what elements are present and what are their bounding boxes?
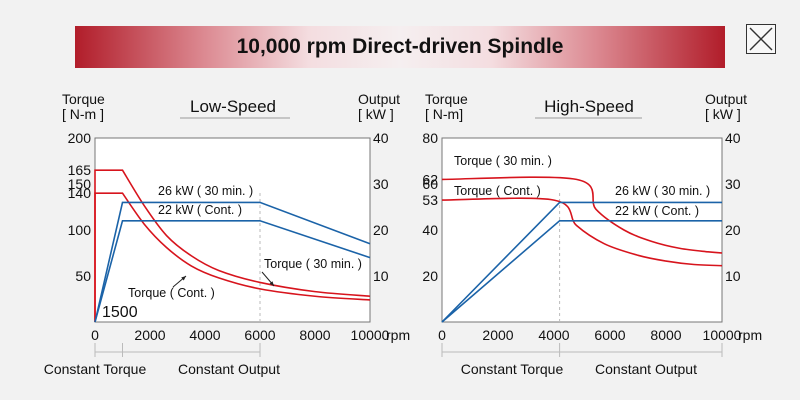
- chart-high-ylabel-left: Torque: [425, 91, 468, 107]
- chart-low-series-2: [94, 201, 371, 323]
- chart-high-annotation-0: Torque ( 30 min. ): [454, 154, 552, 168]
- chart-high-series-0: [441, 176, 723, 254]
- chart-high-series-2: [441, 201, 722, 323]
- chart-high-ytick-right-40: 40: [725, 130, 741, 146]
- chart-high-xtick-10000: 10000: [703, 327, 742, 343]
- chart-low-ylabel-left: Torque: [62, 91, 105, 107]
- chart-high-annotation-3: 22 kW ( Cont. ): [615, 204, 699, 218]
- chart-high-ytick-left-20: 20: [422, 268, 438, 284]
- chart-high-ytick-left-62: 62: [422, 171, 438, 187]
- chart-low-plot-frame: [94, 137, 371, 323]
- chart-high-zone-label-0: Constant Torque: [461, 361, 564, 377]
- chart-high-xtick-8000: 8000: [650, 327, 681, 343]
- chart-low-series-1: [94, 192, 371, 322]
- chart-low-ytick-left-140: 140: [68, 185, 92, 201]
- chart-high-xtick-4000: 4000: [538, 327, 569, 343]
- chart-low-series-0: [94, 169, 371, 322]
- chart-low-ytick-right-10: 10: [373, 268, 389, 284]
- chart-low-xtick-10000: 10000: [351, 327, 390, 343]
- chart-low-zone-label-0: Constant Torque: [44, 361, 147, 377]
- chart-low-x-unit: rpm: [386, 327, 410, 343]
- chart-low-ylabel-right: Output: [358, 91, 400, 107]
- chart-high-ytick-right-30: 30: [725, 176, 741, 192]
- chart-high-ytick-right-20: 20: [725, 222, 741, 238]
- chart-low-xtick-6000: 6000: [244, 327, 275, 343]
- chart-high-ytick-left-40: 40: [422, 222, 438, 238]
- title-banner: 10,000 rpm Direct-driven Spindle: [75, 26, 725, 68]
- close-icon[interactable]: [746, 24, 776, 54]
- chart-low-annotation-3: Torque ( Cont. ): [128, 286, 215, 300]
- chart-low-xtick-8000: 8000: [299, 327, 330, 343]
- chart-high-ytick-left-80: 80: [422, 130, 438, 146]
- chart-low-ytick-left-200: 200: [68, 130, 92, 146]
- chart-low-base-speed-label: 1500: [102, 304, 138, 321]
- chart-low-ytick-left-100: 100: [68, 222, 92, 238]
- chart-low-title: Low-Speed: [190, 97, 276, 116]
- chart-high-x-unit: rpm: [738, 327, 762, 343]
- chart-low-ytick-right-30: 30: [373, 176, 389, 192]
- chart-low-xtick-0: 0: [91, 327, 99, 343]
- chart-low-annotation-0: 26 kW ( 30 min. ): [158, 184, 253, 198]
- chart-low-annotation-1: 22 kW ( Cont. ): [158, 203, 242, 217]
- chart-low-annotation-arrowhead-1: [181, 276, 186, 281]
- chart-high-xtick-6000: 6000: [594, 327, 625, 343]
- chart-low-series-3: [94, 220, 371, 323]
- chart-low-annotation-arrowhead-0: [269, 281, 274, 286]
- chart-high-series-1: [441, 197, 723, 267]
- chart-high-xtick-2000: 2000: [482, 327, 513, 343]
- chart-high-ylabel-left-unit: [ N-m]: [425, 106, 463, 122]
- chart-low-annotation-2: Torque ( 30 min. ): [264, 257, 362, 271]
- chart-low-xtick-4000: 4000: [189, 327, 220, 343]
- chart-high-annotation-2: 26 kW ( 30 min. ): [615, 184, 710, 198]
- chart-high-ytick-right-10: 10: [725, 268, 741, 284]
- chart-low-ytick-left-165: 165: [68, 162, 92, 178]
- chart-low-xtick-2000: 2000: [134, 327, 165, 343]
- chart-high-series-3: [441, 220, 722, 323]
- chart-low-zone-label-1: Constant Output: [178, 361, 280, 377]
- chart-high-ylabel-right-unit: [ kW ]: [705, 106, 741, 122]
- chart-low-ytick-right-20: 20: [373, 222, 389, 238]
- chart-high-title: High-Speed: [544, 97, 634, 116]
- chart-low-ytick-right-40: 40: [373, 130, 389, 146]
- chart-high-ytick-left-60: 60: [422, 176, 438, 192]
- page-title: 10,000 rpm Direct-driven Spindle: [236, 35, 564, 58]
- chart-high-xtick-0: 0: [438, 327, 446, 343]
- chart-low-ytick-left-50: 50: [75, 268, 91, 284]
- chart-high-ylabel-right: Output: [705, 91, 747, 107]
- chart-high-zone-label-1: Constant Output: [595, 361, 697, 377]
- close-icon-stroke-2: [749, 27, 773, 51]
- chart-low-ylabel-left-unit: [ N-m ]: [62, 106, 104, 122]
- chart-low-ytick-left-150: 150: [68, 176, 92, 192]
- chart-high-ytick-left-53: 53: [422, 192, 438, 208]
- chart-low-ylabel-right-unit: [ kW ]: [358, 106, 394, 122]
- chart-high-annotation-1: Torque ( Cont. ): [454, 184, 541, 198]
